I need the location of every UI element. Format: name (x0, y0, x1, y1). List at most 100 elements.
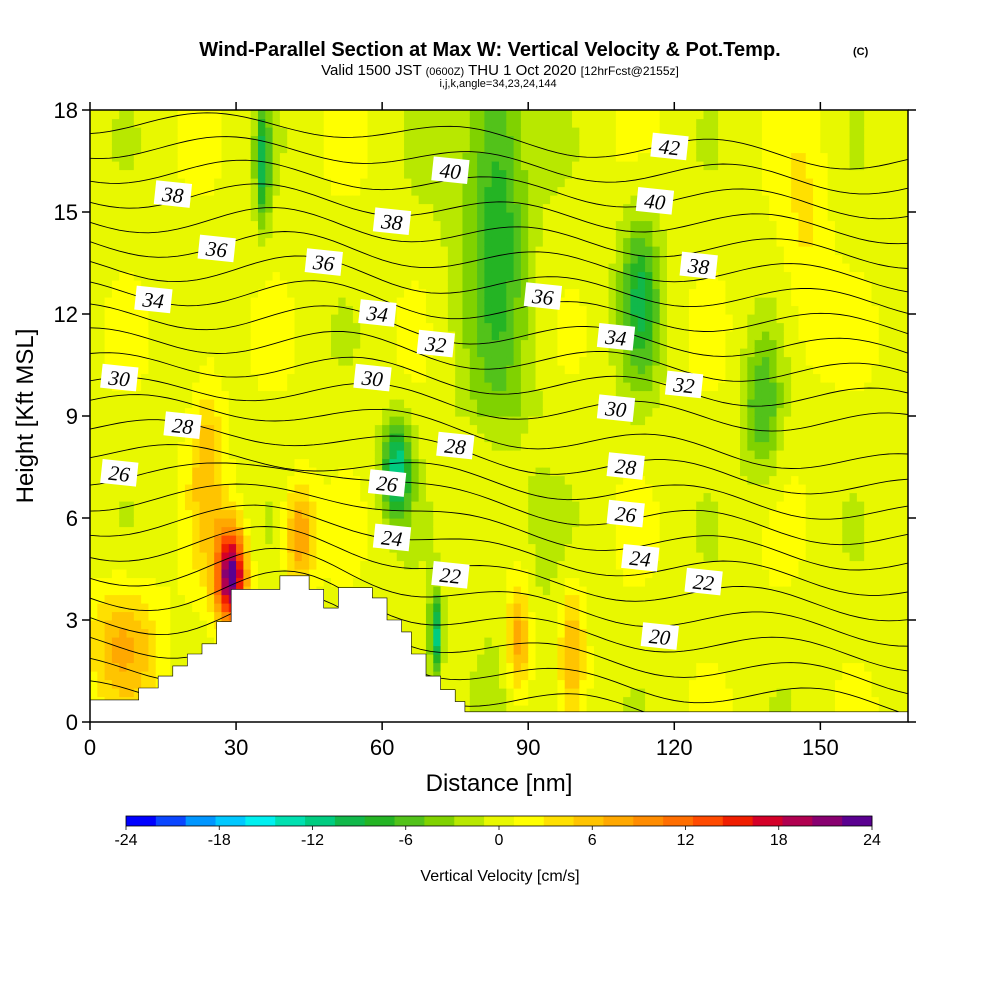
velocity-cell (294, 271, 303, 281)
velocity-cell (90, 212, 98, 222)
velocity-cell (104, 186, 113, 196)
velocity-cell (484, 560, 493, 570)
velocity-cell (111, 407, 120, 417)
velocity-cell (528, 475, 537, 485)
velocity-cell (447, 484, 456, 494)
velocity-cell (557, 654, 566, 664)
velocity-cell (104, 543, 113, 553)
velocity-cell (126, 348, 135, 358)
velocity-cell (126, 620, 135, 630)
velocity-cell (236, 271, 244, 281)
velocity-cell (141, 339, 150, 349)
velocity-cell (323, 297, 332, 307)
velocity-cell (221, 543, 230, 553)
velocity-cell (404, 441, 412, 451)
velocity-cell (484, 305, 493, 315)
velocity-cell (550, 688, 559, 698)
velocity-cell (133, 552, 142, 562)
velocity-cell (199, 594, 208, 604)
velocity-cell (535, 535, 544, 545)
velocity-cell (111, 297, 120, 307)
velocity-cell (228, 475, 237, 485)
velocity-cell (155, 161, 164, 171)
velocity-cell (411, 203, 420, 213)
velocity-cell (257, 135, 266, 145)
velocity-cell (564, 314, 573, 324)
velocity-cell (206, 212, 215, 222)
velocity-cell (520, 526, 529, 536)
velocity-cell (97, 220, 106, 230)
velocity-cell (469, 203, 478, 213)
velocity-cell (316, 424, 325, 434)
velocity-cell (90, 110, 98, 120)
velocity-cell (141, 220, 150, 230)
velocity-cell (170, 552, 179, 562)
velocity-cell (345, 178, 354, 188)
velocity-cell (542, 577, 551, 587)
velocity-cell (90, 467, 98, 477)
velocity-cell (192, 280, 201, 290)
velocity-cell (477, 577, 485, 587)
velocity-cell (184, 501, 193, 511)
velocity-cell (148, 433, 157, 443)
velocity-cell (272, 348, 281, 358)
velocity-cell (550, 416, 559, 426)
velocity-cell (272, 518, 281, 528)
velocity-cell (491, 365, 500, 375)
velocity-cell (352, 441, 361, 451)
velocity-cell (272, 144, 281, 154)
velocity-cell (301, 433, 310, 443)
velocity-cell (572, 475, 580, 485)
velocity-cell (155, 263, 164, 273)
velocity-cell (360, 450, 369, 460)
velocity-cell (484, 118, 493, 128)
velocity-cell (447, 212, 456, 222)
velocity-cell (345, 237, 354, 247)
velocity-cell (360, 246, 369, 256)
velocity-cell (513, 127, 522, 137)
velocity-cell (331, 220, 339, 230)
velocity-cell (97, 594, 106, 604)
velocity-cell (374, 458, 383, 468)
velocity-cell (499, 509, 507, 519)
velocity-cell (163, 127, 171, 137)
velocity-cell (513, 110, 522, 120)
velocity-cell (469, 127, 478, 137)
velocity-cell (316, 144, 325, 154)
velocity-cell (484, 671, 493, 681)
velocity-cell (170, 645, 179, 655)
velocity-cell (119, 348, 128, 358)
velocity-cell (542, 450, 551, 460)
velocity-cell (170, 365, 179, 375)
velocity-cell (177, 314, 186, 324)
velocity-cell (119, 399, 128, 409)
velocity-cell (404, 195, 412, 205)
velocity-cell (506, 169, 515, 179)
velocity-cell (148, 382, 157, 392)
velocity-cell (360, 161, 369, 171)
velocity-cell (528, 586, 537, 596)
velocity-cell (528, 110, 537, 120)
velocity-cell (192, 450, 201, 460)
velocity-cell (265, 314, 274, 324)
velocity-cell (542, 212, 551, 222)
velocity-cell (206, 399, 215, 409)
velocity-cell (579, 339, 588, 349)
velocity-cell (192, 475, 201, 485)
velocity-cell (542, 671, 551, 681)
velocity-cell (345, 331, 354, 341)
velocity-cell (331, 390, 339, 400)
velocity-cell (477, 424, 485, 434)
velocity-cell (396, 407, 405, 417)
velocity-cell (506, 331, 515, 341)
velocity-cell (228, 212, 237, 222)
velocity-cell (520, 620, 529, 630)
velocity-cell (133, 178, 142, 188)
velocity-cell (104, 212, 113, 222)
velocity-cell (287, 263, 296, 273)
velocity-cell (272, 212, 281, 222)
velocity-cell (542, 526, 551, 536)
velocity-cell (90, 654, 98, 664)
velocity-cell (499, 577, 507, 587)
velocity-cell (404, 620, 412, 630)
